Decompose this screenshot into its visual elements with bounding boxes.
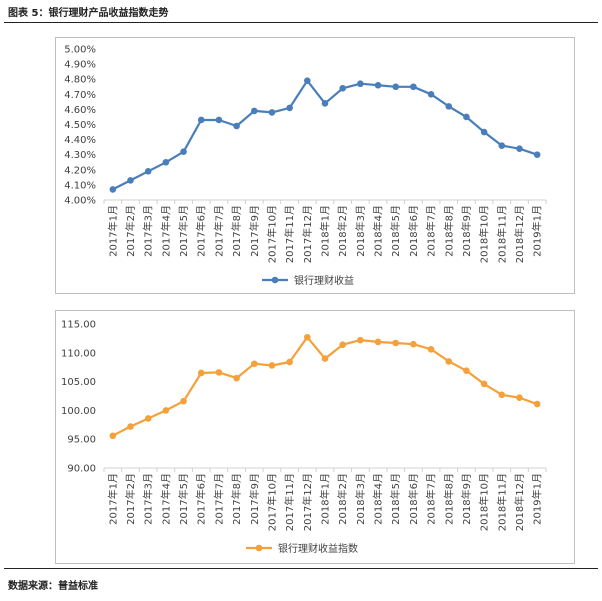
top-rule xyxy=(4,22,598,23)
source-note: 数据来源：普益标准 xyxy=(8,581,98,592)
chart-frame-index xyxy=(55,310,575,564)
chart-frame-yield xyxy=(55,37,575,294)
bottom-rule xyxy=(4,568,598,569)
figure-title: 图表 5：银行理财产品收益指数走势 xyxy=(8,8,169,19)
